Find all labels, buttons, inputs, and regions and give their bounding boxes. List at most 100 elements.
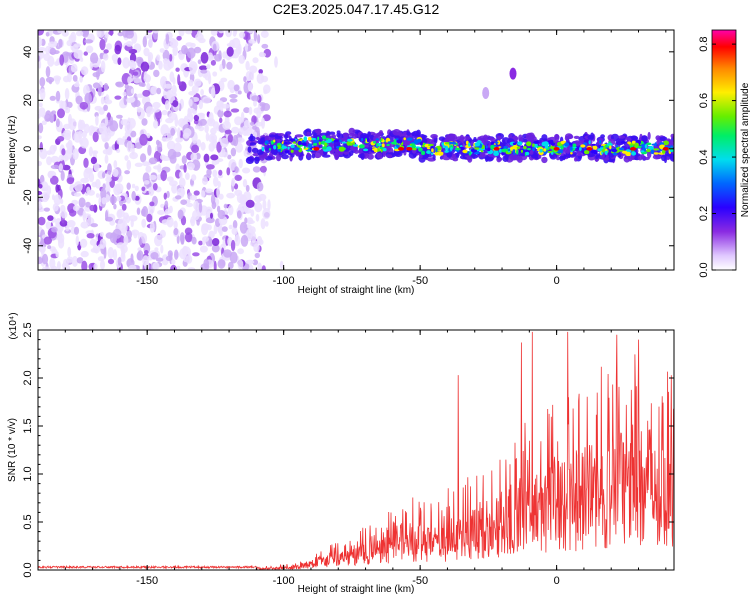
noise-blob <box>60 198 64 205</box>
noise-blob <box>38 184 43 189</box>
noise-blob <box>231 177 236 187</box>
noise-blob <box>221 58 226 70</box>
band-core <box>347 142 350 146</box>
noise-blob <box>109 232 118 244</box>
noise-blob <box>89 204 95 212</box>
band-core <box>379 146 384 150</box>
noise-blob <box>210 87 216 98</box>
band-core <box>322 135 327 140</box>
noise-blob <box>200 69 208 74</box>
noise-blob <box>226 192 236 199</box>
noise-blob <box>56 136 65 142</box>
band-core <box>465 140 469 145</box>
noise-blob <box>114 95 122 100</box>
band-core <box>261 146 265 152</box>
noise-blob <box>247 82 253 92</box>
noise-blob <box>54 61 60 66</box>
noise-blob <box>176 234 180 244</box>
noise-blob <box>122 57 130 69</box>
band-blob <box>319 132 329 136</box>
band-core <box>373 140 377 144</box>
noise-blob <box>44 113 51 122</box>
noise-blob <box>51 110 57 115</box>
noise-blob <box>249 121 255 126</box>
feature-blob <box>482 87 490 99</box>
noise-blob <box>164 200 169 209</box>
band-blob <box>379 130 383 135</box>
band-core <box>303 147 309 150</box>
noise-blob <box>161 219 170 225</box>
noise-blob <box>171 184 178 194</box>
band-blob <box>647 131 651 140</box>
noise-blob <box>246 217 254 224</box>
noise-blob <box>38 135 42 140</box>
noise-blob <box>157 210 166 215</box>
noise-blob <box>262 199 267 210</box>
band-blob <box>573 140 581 145</box>
noise-blob <box>79 238 88 248</box>
noise-blob <box>238 31 246 39</box>
noise-blob <box>38 30 45 36</box>
noise-blob <box>227 154 232 160</box>
noise-blob <box>80 221 89 229</box>
noise-blob <box>154 234 163 247</box>
band-core <box>640 141 644 144</box>
band-blob <box>421 134 428 139</box>
band-blob <box>624 155 628 159</box>
noise-blob <box>55 251 59 258</box>
noise-blob <box>90 248 99 253</box>
noise-blob <box>148 37 153 49</box>
noise-blob <box>198 37 206 44</box>
noise-blob <box>97 84 102 97</box>
band-core <box>303 136 308 142</box>
noise-blob <box>219 102 224 112</box>
noise-blob <box>85 201 91 208</box>
noise-blob <box>240 235 249 247</box>
noise-blob <box>60 132 70 138</box>
band-core <box>338 146 345 152</box>
noise-blob <box>41 253 49 265</box>
band-core <box>526 141 532 147</box>
noise-blob <box>232 134 239 147</box>
noise-blob <box>107 258 115 265</box>
noise-blob <box>123 234 129 246</box>
noise-blob <box>141 118 148 126</box>
noise-blob <box>217 174 224 179</box>
noise-blob <box>99 238 107 249</box>
noise-blob <box>152 30 159 34</box>
band-core <box>599 140 602 144</box>
noise-blob <box>188 79 194 87</box>
noise-blob <box>238 158 243 169</box>
band-blob <box>315 128 322 134</box>
noise-blob <box>193 46 202 54</box>
band-core <box>480 150 484 153</box>
noise-blob <box>171 259 176 265</box>
noise-blob <box>120 119 130 126</box>
noise-blob <box>99 38 106 51</box>
noise-blob <box>190 216 196 227</box>
noise-blob <box>256 73 264 84</box>
noise-blob <box>180 199 188 205</box>
noise-blob <box>218 30 225 34</box>
noise-blob <box>78 130 83 139</box>
band-blob <box>448 135 452 140</box>
band-core <box>606 142 613 147</box>
noise-blob <box>193 190 200 196</box>
noise-blob <box>208 142 215 152</box>
band-core <box>634 142 639 147</box>
noise-blob <box>82 213 92 218</box>
noise-blob <box>80 66 89 76</box>
noise-blob <box>139 133 148 146</box>
noise-blob <box>50 175 59 185</box>
band-peak <box>313 147 320 151</box>
band-blob <box>281 154 289 160</box>
band-core <box>273 145 277 150</box>
noise-blob <box>152 108 160 113</box>
band-core <box>321 146 328 150</box>
band-core <box>615 144 619 148</box>
noise-blob <box>259 102 266 107</box>
noise-blob <box>210 127 217 135</box>
noise-blob <box>213 176 219 187</box>
noise-blob <box>233 183 239 190</box>
band-blob <box>247 146 252 153</box>
